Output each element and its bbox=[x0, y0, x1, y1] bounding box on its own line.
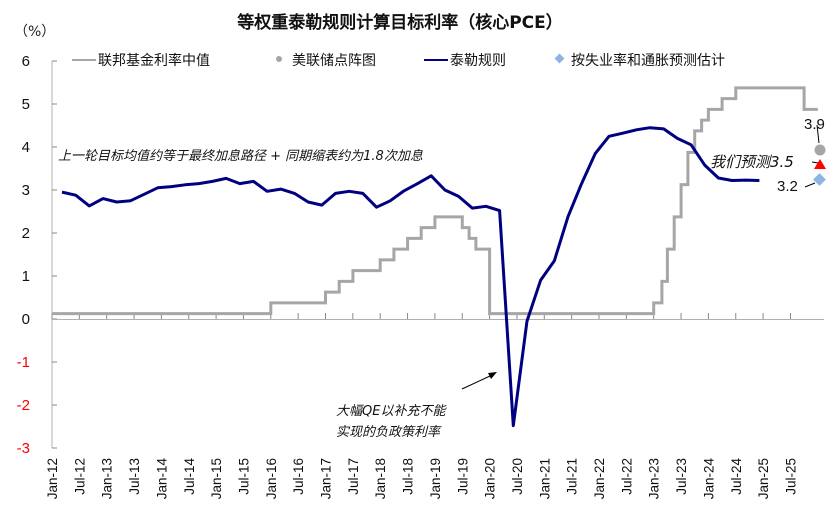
x-tick-label: Jan-17 bbox=[319, 458, 334, 499]
forecast-markers: 3.9 我们预测3.5 3.2 bbox=[710, 116, 826, 195]
legend-estimate-swatch-icon bbox=[554, 53, 565, 64]
annotation-arrow-icon bbox=[488, 372, 497, 379]
estimate-value: 3.2 bbox=[777, 178, 798, 195]
x-tick-label: Jul-14 bbox=[182, 458, 197, 495]
x-tick-label: Jul-18 bbox=[401, 458, 416, 495]
x-tick-label: Jan-13 bbox=[100, 458, 115, 499]
chart-title: 等权重泰勒规则计算目标利率（核心PCE） bbox=[237, 12, 563, 33]
x-tick-label: Jan-15 bbox=[209, 458, 224, 499]
fed-funds-series bbox=[52, 86, 818, 316]
y-tick-label: -1 bbox=[17, 354, 30, 371]
legend-dot-plot-label: 美联储点阵图 bbox=[292, 53, 376, 69]
y-axis: 6 5 4 3 2 1 0 -1 -2 -3 bbox=[17, 53, 57, 457]
y-tick-label: 4 bbox=[22, 139, 30, 156]
x-tick-label: Jul-21 bbox=[565, 458, 580, 495]
unit-label: （%） bbox=[14, 24, 55, 40]
x-tick-label: Jul-12 bbox=[72, 458, 87, 495]
y-tick-label: 0 bbox=[22, 311, 30, 328]
x-tick-label: Jul-25 bbox=[783, 458, 798, 495]
x-tick-label: Jul-19 bbox=[455, 458, 470, 495]
x-tick-label: Jan-25 bbox=[756, 458, 771, 499]
y-tick-label: 2 bbox=[22, 225, 30, 242]
x-tick-label: Jul-23 bbox=[674, 458, 689, 495]
dot-plot-value: 3.9 bbox=[804, 116, 825, 133]
x-tick-label: Jul-20 bbox=[510, 458, 525, 495]
x-tick-label: Jan-20 bbox=[483, 458, 498, 499]
legend-dot-plot-swatch-icon bbox=[276, 56, 282, 62]
x-tick-label: Jan-19 bbox=[428, 458, 443, 499]
legend-taylor-label: 泰勒规则 bbox=[450, 53, 506, 69]
x-tick-label: Jan-14 bbox=[154, 458, 169, 500]
x-tick-label: Jul-15 bbox=[236, 458, 251, 495]
x-tick-label: Jan-16 bbox=[264, 458, 279, 499]
x-tick-label: Jul-24 bbox=[729, 458, 744, 495]
y-tick-label: 3 bbox=[22, 182, 30, 199]
y-tick-label: 5 bbox=[22, 96, 30, 113]
x-tick-label: Jan-12 bbox=[45, 458, 60, 499]
x-tick-label: Jan-18 bbox=[373, 458, 388, 499]
x-tick-label: Jan-21 bbox=[537, 458, 552, 499]
y-tick-label: 1 bbox=[22, 268, 30, 285]
x-tick-label: Jan-24 bbox=[701, 458, 716, 500]
x-tick-label: Jul-17 bbox=[346, 458, 361, 495]
x-tick-label: Jul-22 bbox=[619, 458, 634, 495]
annotation-qe-line2: 实现的负政策利率 bbox=[336, 424, 442, 440]
x-tick-label: Jul-16 bbox=[291, 458, 306, 495]
annotation-prior-cycle: 上一轮目标均值约等于最终加息路径 + 同期缩表约为1.8次加息 bbox=[58, 148, 423, 164]
estimate-marker-icon bbox=[813, 173, 826, 186]
x-tick-label: Jul-13 bbox=[127, 458, 142, 495]
legend: 联邦基金利率中值 美联储点阵图 泰勒规则 按失业率和通胀预测估计 bbox=[72, 52, 725, 69]
dot-plot-marker-icon bbox=[814, 144, 826, 156]
our-forecast-label: 我们预测3.5 bbox=[710, 153, 794, 171]
annotation-qe-line1: 大幅QE以补充不能 bbox=[336, 404, 447, 419]
y-tick-label: -2 bbox=[17, 397, 30, 414]
y-tick-label: 6 bbox=[22, 53, 30, 70]
x-axis: Jan-12 Jul-12 Jan-13 Jul-13 Jan-14 Jul-14 Jan-… bbox=[45, 313, 824, 499]
legend-estimate-label: 按失业率和通胀预测估计 bbox=[571, 52, 725, 69]
legend-fed-funds-label: 联邦基金利率中值 bbox=[98, 52, 210, 69]
x-tick-label: Jan-22 bbox=[592, 458, 607, 499]
y-tick-label: -3 bbox=[17, 440, 30, 457]
our-forecast-marker-icon bbox=[814, 159, 826, 169]
taylor-rule-series bbox=[61, 126, 760, 428]
x-tick-label: Jan-23 bbox=[647, 458, 662, 499]
